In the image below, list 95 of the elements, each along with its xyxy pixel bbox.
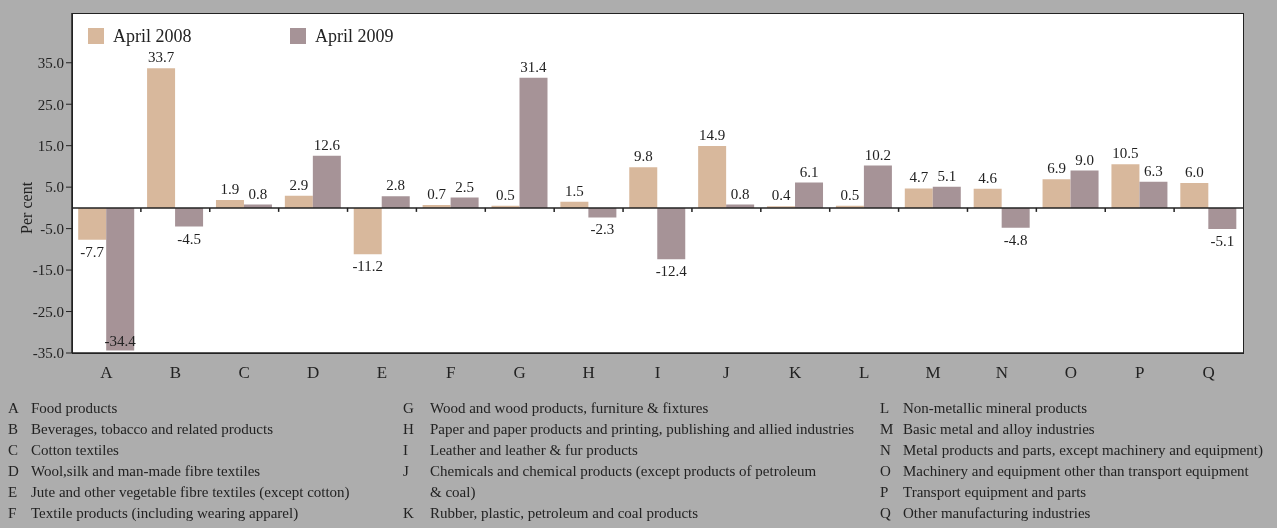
x-tick-label: H — [582, 363, 595, 383]
y-tick-label: -25.0 — [32, 303, 64, 320]
category-label: K — [403, 505, 414, 521]
text: Wood and wood products, furniture & fixtures — [430, 399, 709, 418]
x-tick-label: D — [306, 363, 320, 383]
y-tick-label: -35.0 — [32, 345, 64, 362]
legend-label: April 2009 — [315, 26, 394, 46]
text: Paper and paper products and printing, publishing and allied industries — [430, 420, 855, 439]
y-tick-label: 35.0 — [37, 55, 64, 72]
data-label: 5.1 — [937, 167, 957, 184]
y-tick-label: 5.0 — [45, 179, 64, 196]
data-label: 9.0 — [1075, 151, 1094, 168]
data-label: 31.4 — [520, 58, 548, 75]
text: Beverages, tobacco and related products — [31, 420, 273, 439]
data-label: 0.8 — [730, 185, 750, 202]
category-label: G — [403, 400, 414, 416]
data-label: 9.8 — [633, 148, 653, 165]
legend-label: April 2008 — [113, 26, 192, 46]
x-tick-label: K — [789, 363, 803, 383]
data-label: 33.7 — [147, 49, 175, 66]
x-tick-label: N — [995, 363, 1009, 383]
data-label: 10.5 — [1112, 145, 1139, 162]
data-label: -7.7 — [80, 243, 105, 260]
x-tick-label: Q — [1202, 363, 1215, 383]
data-label: -4.5 — [177, 230, 201, 247]
data-label: 1.9 — [220, 181, 240, 197]
text: Leather and leather & fur products — [430, 441, 638, 460]
x-tick-label: M — [925, 363, 941, 383]
x-tick-label: E — [376, 363, 388, 383]
category-label: C — [8, 442, 19, 458]
category-label: F — [8, 505, 17, 521]
data-label: 6.0 — [1184, 164, 1204, 180]
x-tick-label: I — [654, 363, 661, 383]
data-label: -12.4 — [655, 263, 688, 280]
text: Metal products and parts, except machinery and equipment) — [903, 441, 1263, 460]
data-label: 0.5 — [496, 186, 515, 203]
text: Cotton textiles — [31, 441, 119, 460]
category-label: E — [8, 484, 18, 500]
text: Rubber, plastic, petroleum and coal products — [430, 504, 699, 523]
y-tick-label: -5.0 — [40, 220, 64, 237]
x-tick-label: A — [100, 363, 114, 383]
text: Food products — [31, 399, 118, 418]
data-label: 12.6 — [313, 136, 341, 153]
data-label: 10.2 — [864, 146, 892, 163]
text: Jute and other vegetable fibre textiles (except cotton) — [31, 483, 350, 502]
data-label: 4.6 — [978, 169, 998, 186]
text: Chemicals and chemical products (except products of petroleum & coal) — [430, 462, 817, 502]
text: Wool,silk and man-made fibre textiles — [31, 462, 261, 481]
y-tick-label: -15.0 — [32, 262, 64, 279]
x-tick-label: L — [858, 363, 870, 383]
text: Non-metallic mineral products — [903, 399, 1088, 418]
y-axis-title: Per cent — [18, 181, 36, 234]
category-label: H — [403, 421, 414, 437]
x-tick-label: B — [169, 363, 181, 383]
data-label: 6.9 — [1047, 160, 1066, 177]
x-tick-label: F — [446, 363, 456, 383]
data-label: 2.5 — [455, 178, 474, 195]
data-label: 1.5 — [565, 182, 584, 199]
data-label: 0.7 — [427, 185, 447, 202]
x-tick-label: G — [513, 363, 526, 383]
category-label: A — [8, 400, 19, 416]
text: Machinery and equipment other than transport equipment — [903, 462, 1249, 481]
category-label: D — [8, 463, 19, 479]
x-tick-label: C — [238, 363, 250, 383]
x-tick-label: P — [1134, 363, 1145, 383]
category-label: M — [880, 421, 894, 437]
data-label: 0.8 — [248, 185, 268, 202]
x-tick-label: O — [1064, 363, 1077, 383]
data-label: 2.9 — [289, 176, 309, 193]
data-label: 6.1 — [799, 163, 819, 180]
category-label: N — [880, 442, 891, 458]
category-label: Q — [880, 505, 891, 521]
category-label: P — [880, 484, 889, 500]
data-label: 0.4 — [771, 187, 791, 204]
data-label: -5.1 — [1210, 233, 1235, 250]
y-tick-label: 25.0 — [37, 96, 64, 113]
data-label: 6.3 — [1144, 162, 1163, 179]
category-label: B — [8, 421, 19, 437]
category-label: L — [880, 400, 890, 416]
text: Transport equipment and parts — [903, 483, 1087, 502]
data-label: -4.8 — [1003, 231, 1028, 248]
data-label: 2.8 — [386, 177, 406, 194]
category-label: I — [403, 442, 408, 458]
category-label: J — [403, 463, 409, 479]
data-label: -2.3 — [590, 221, 615, 238]
data-label: -11.2 — [352, 258, 384, 275]
text: Textile products (including wearing apparel) — [31, 504, 299, 523]
text: Basic metal and alloy industries — [903, 420, 1095, 439]
text: Other manufacturing industries — [903, 504, 1091, 523]
data-label: 4.7 — [909, 169, 929, 186]
data-label: 14.9 — [699, 127, 726, 144]
y-tick-label: 15.0 — [37, 138, 64, 155]
x-tick-label: J — [723, 363, 731, 383]
data-label: 0.5 — [840, 186, 860, 203]
category-label: O — [880, 463, 891, 479]
